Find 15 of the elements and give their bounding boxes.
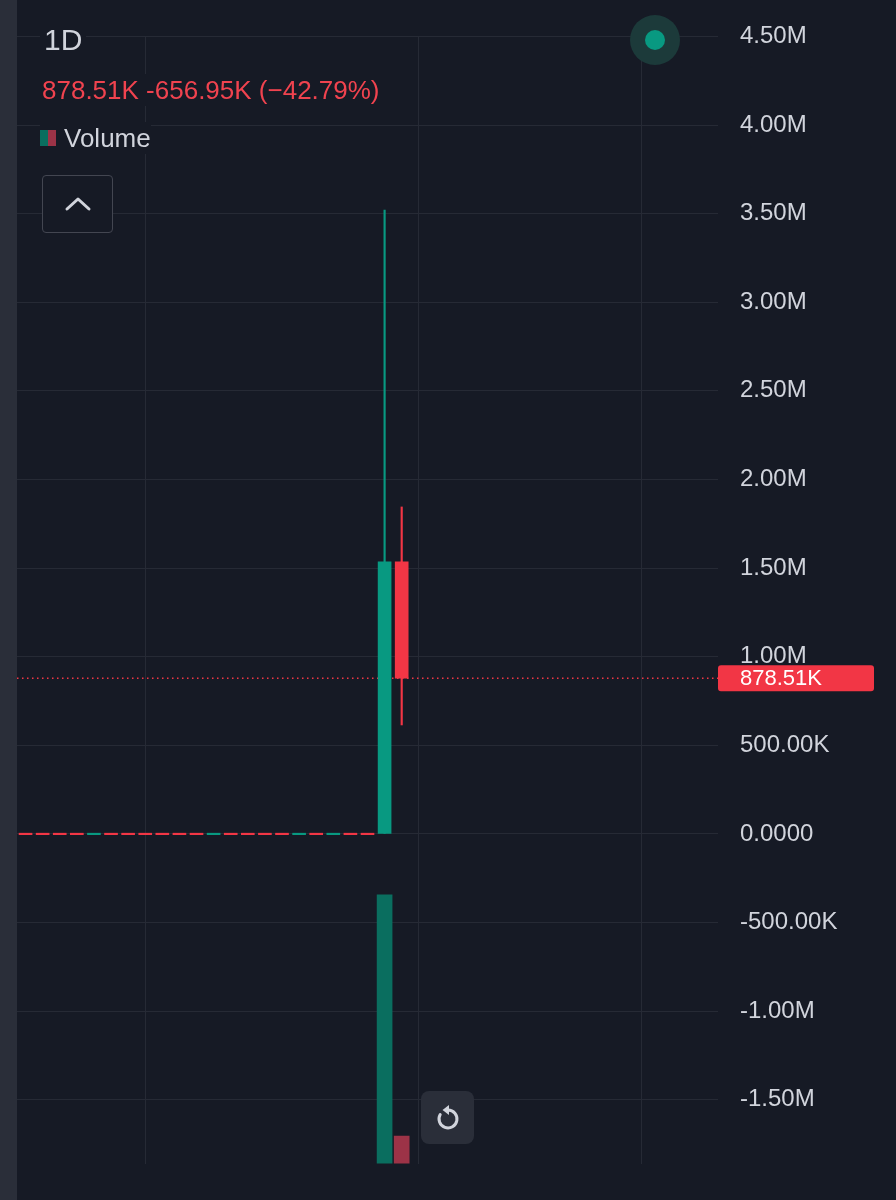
y-tick-label: -500.00K — [740, 907, 838, 935]
chart-title: 1D — [40, 22, 87, 58]
legend-label: Volume — [64, 122, 151, 154]
y-tick-label: 3.50M — [740, 198, 807, 226]
y-tick-label: 3.00M — [740, 286, 807, 314]
y-tick-label: -1.50M — [740, 1084, 815, 1112]
y-tick-label: 0.0000 — [740, 818, 814, 846]
y-tick-label: 2.00M — [740, 464, 807, 492]
y-tick-label: 2.50M — [740, 375, 807, 403]
y-tick-label: 500.00K — [740, 729, 830, 757]
y-tick-label: 4.00M — [740, 109, 807, 137]
y-tick-label: -1.00M — [740, 995, 815, 1023]
y-tick-label: 4.50M — [740, 21, 807, 49]
text: 878.51K -656.95K (−42.79%) — [40, 74, 382, 106]
y-tick-label: 1.50M — [740, 552, 807, 580]
